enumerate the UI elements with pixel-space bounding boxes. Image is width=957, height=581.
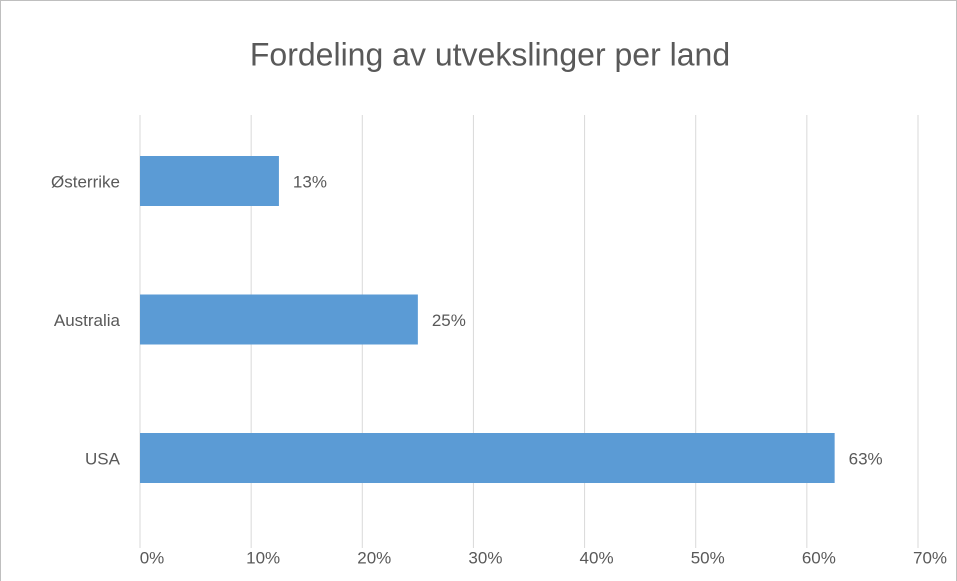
x-tick-label: 20% — [357, 548, 391, 567]
x-tick-label: 10% — [246, 548, 280, 567]
data-label: 63% — [849, 449, 883, 468]
bar — [140, 156, 279, 206]
x-tick-label: 70% — [913, 548, 947, 567]
data-label: 13% — [293, 172, 327, 191]
x-tick-label: 50% — [691, 548, 725, 567]
x-tick-label: 40% — [580, 548, 614, 567]
y-tick-label: Østerrike — [51, 172, 120, 191]
x-tick-label: 0% — [140, 548, 165, 567]
bar — [140, 294, 418, 345]
x-tick-label: 30% — [468, 548, 502, 567]
data-label: 25% — [432, 311, 466, 330]
chart-title: Fordeling av utvekslinger per land — [250, 36, 730, 72]
y-tick-label: Australia — [54, 311, 121, 330]
bar — [140, 433, 835, 483]
x-tick-label: 60% — [802, 548, 836, 567]
y-tick-label: USA — [85, 449, 121, 468]
